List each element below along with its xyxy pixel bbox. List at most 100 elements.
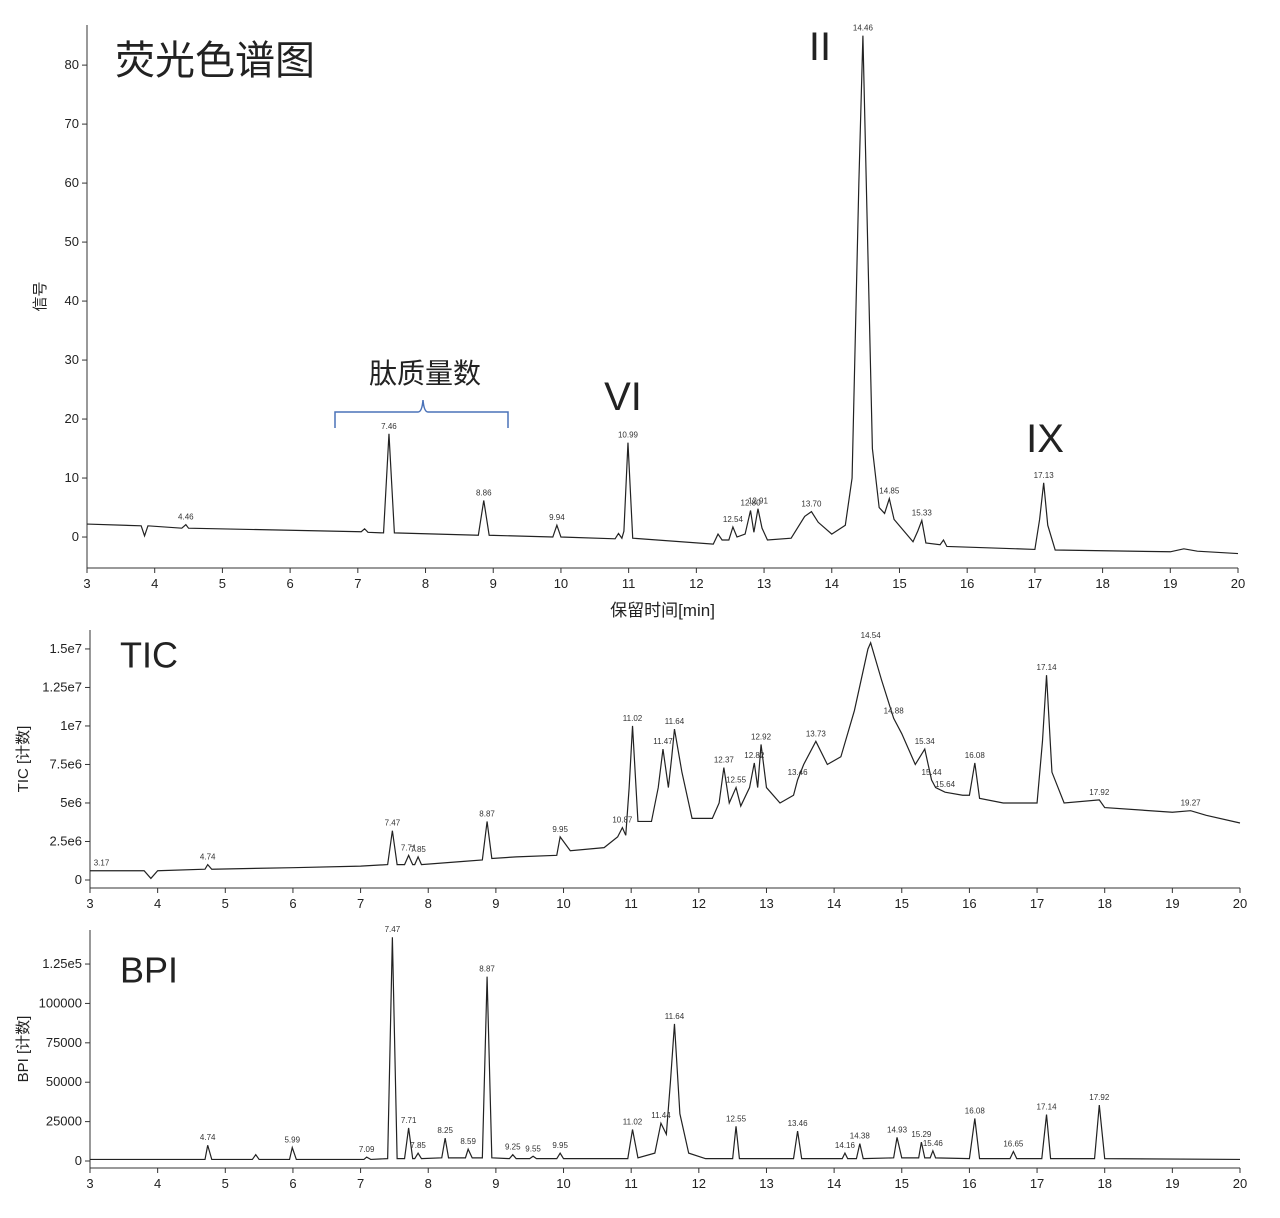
y-tick-label: 40 [65, 293, 79, 308]
peak-label: 13.73 [806, 729, 827, 738]
chart-title: BPI [120, 950, 178, 991]
peak-label: 15.29 [911, 1130, 932, 1139]
peak-label: 14.85 [879, 487, 900, 496]
x-tick-label: 13 [759, 896, 773, 911]
x-tick-label: 5 [219, 576, 226, 591]
bracket-label: 肽质量数 [369, 358, 481, 389]
peak-label: 14.54 [861, 631, 882, 640]
peak-label: 16.08 [965, 1106, 986, 1115]
peak-label: 17.92 [1089, 788, 1110, 797]
x-tick-label: 7 [354, 576, 361, 591]
peak-annotation: VI [604, 375, 642, 419]
x-tick-label: 8 [425, 896, 432, 911]
peak-label: 7.09 [359, 1145, 375, 1154]
peak-label: 7.85 [410, 1141, 426, 1150]
y-tick-label: 0 [75, 872, 82, 887]
peak-label: 14.16 [835, 1141, 856, 1150]
peak-label: 12.55 [726, 1114, 747, 1123]
y-tick-label: 1e7 [60, 718, 82, 733]
x-tick-label: 15 [895, 896, 909, 911]
peak-annotation: II [809, 25, 831, 69]
x-tick-label: 10 [554, 576, 568, 591]
x-tick-label: 16 [962, 1176, 976, 1191]
y-tick-label: 75000 [46, 1035, 82, 1050]
x-tick-label: 4 [154, 896, 161, 911]
x-tick-label: 14 [827, 1176, 841, 1191]
x-tick-label: 12 [689, 576, 703, 591]
peak-label: 12.55 [726, 776, 747, 785]
x-tick-label: 11 [624, 896, 638, 911]
y-tick-label: 50000 [46, 1074, 82, 1089]
peak-label: 14.38 [850, 1132, 871, 1141]
x-tick-label: 20 [1233, 896, 1247, 911]
x-axis-label: 保留时间[min] [610, 601, 715, 620]
x-tick-label: 18 [1097, 896, 1111, 911]
y-tick-label: 25000 [46, 1114, 82, 1129]
y-tick-label: 10 [65, 470, 79, 485]
x-tick-label: 9 [492, 1176, 499, 1191]
peak-label: 13.46 [788, 768, 809, 777]
chart-title: 荧光色谱图 [115, 39, 315, 83]
y-tick-label: 20 [65, 411, 79, 426]
peak-label: 12.92 [751, 732, 772, 741]
y-tick-label: 5e6 [60, 795, 82, 810]
peak-label: 12.37 [714, 756, 735, 765]
x-tick-label: 16 [962, 896, 976, 911]
peak-label: 7.47 [385, 925, 401, 934]
x-tick-label: 7 [357, 896, 364, 911]
x-tick-label: 5 [222, 896, 229, 911]
peak-label: 10.99 [618, 431, 639, 440]
peak-label: 9.94 [549, 513, 565, 522]
x-tick-label: 8 [422, 576, 429, 591]
x-tick-label: 13 [759, 1176, 773, 1191]
peak-label: 19.27 [1181, 799, 1202, 808]
peak-label: 5.99 [284, 1136, 300, 1145]
x-tick-label: 8 [425, 1176, 432, 1191]
peak-label: 12.82 [744, 751, 765, 760]
peak-label: 17.92 [1089, 1093, 1110, 1102]
peak-label: 8.25 [437, 1126, 453, 1135]
y-tick-label: 30 [65, 352, 79, 367]
bracket [334, 399, 509, 428]
x-tick-label: 4 [151, 576, 158, 591]
peak-label: 9.25 [505, 1143, 521, 1152]
peak-label: 14.46 [853, 24, 874, 33]
y-tick-label: 0 [75, 1153, 82, 1168]
x-tick-label: 6 [289, 896, 296, 911]
x-tick-label: 17 [1030, 1176, 1044, 1191]
y-tick-label: 60 [65, 175, 79, 190]
peak-label: 14.93 [887, 1125, 908, 1134]
trace-line [90, 937, 1241, 1161]
peak-label: 16.65 [1003, 1140, 1024, 1149]
x-tick-label: 13 [757, 576, 771, 591]
y-tick-label: 80 [65, 57, 79, 72]
y-axis-label: BPI [计数] [15, 1016, 32, 1083]
peak-label: 17.14 [1037, 1103, 1058, 1112]
peak-label: 3.17 [94, 859, 110, 868]
x-tick-label: 15 [892, 576, 906, 591]
peak-label: 16.08 [965, 751, 986, 760]
x-tick-label: 10 [556, 896, 570, 911]
peak-label: 7.85 [410, 845, 426, 854]
peak-label: 12.54 [723, 515, 744, 524]
peak-label: 4.74 [200, 853, 216, 862]
peak-label: 7.71 [401, 843, 417, 852]
x-tick-label: 3 [86, 896, 93, 911]
x-tick-label: 12 [692, 896, 706, 911]
x-tick-label: 17 [1030, 896, 1044, 911]
x-tick-label: 4 [154, 1176, 161, 1191]
peak-label: 8.86 [476, 488, 492, 497]
y-tick-label: 1.25e5 [42, 956, 82, 971]
peak-label: 11.64 [665, 717, 685, 726]
x-tick-label: 3 [83, 576, 90, 591]
peak-label: 10.87 [612, 816, 633, 825]
x-tick-label: 9 [490, 576, 497, 591]
x-tick-label: 6 [287, 576, 294, 591]
y-axis-label: TIC [计数] [15, 726, 32, 793]
x-tick-label: 18 [1097, 1176, 1111, 1191]
peak-label: 8.59 [460, 1137, 476, 1146]
x-tick-label: 5 [222, 1176, 229, 1191]
peak-label: 9.55 [525, 1144, 541, 1153]
trace-line [86, 35, 1239, 555]
